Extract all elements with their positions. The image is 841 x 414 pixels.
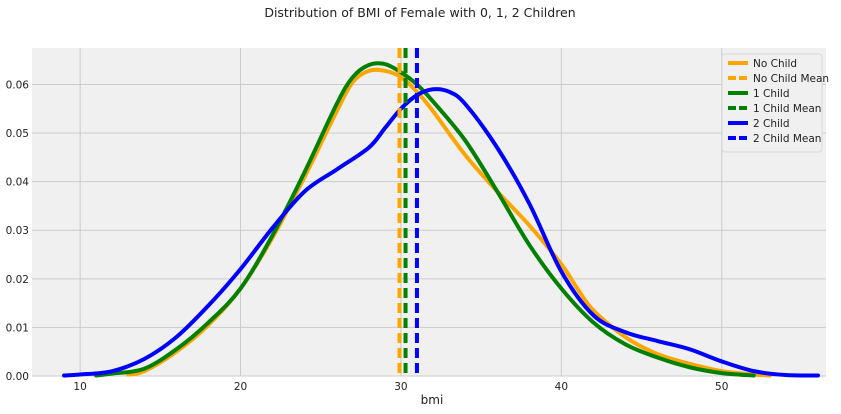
- x-tick-label: 40: [555, 381, 568, 393]
- y-axis-ticks: 0.00 0.01 0.02 0.03 0.04 0.05 0.06: [6, 79, 30, 383]
- legend-label: 1 Child: [753, 88, 790, 100]
- plot-area: [32, 48, 826, 376]
- x-tick-label: 10: [73, 381, 86, 393]
- legend-label: 1 Child Mean: [753, 103, 821, 115]
- y-tick-label: 0.02: [6, 274, 29, 286]
- legend: No Child No Child Mean 1 Child 1 Child Mean…: [721, 53, 829, 153]
- kde-line-2-child: [62, 87, 820, 378]
- y-tick-label: 0.05: [6, 128, 29, 140]
- y-tick-label: 0.00: [6, 371, 29, 383]
- legend-label: 2 Child Mean: [753, 133, 821, 145]
- mean-lines: [397, 48, 419, 376]
- x-tick-label: 30: [394, 381, 407, 393]
- x-axis-ticks: 10 20 30 40 50: [73, 381, 728, 393]
- y-tick-label: 0.04: [6, 177, 30, 189]
- legend-label: No Child Mean: [753, 73, 829, 85]
- chart-title: Distribution of BMI of Female with 0, 1,…: [264, 5, 575, 20]
- y-tick-label: 0.06: [6, 79, 30, 91]
- x-tick-label: 50: [715, 381, 728, 393]
- y-tick-label: 0.03: [6, 225, 29, 237]
- legend-label: 2 Child: [753, 118, 790, 130]
- legend-label: No Child: [753, 58, 797, 70]
- x-tick-label: 20: [234, 381, 247, 393]
- x-axis-label: bmi: [421, 393, 444, 407]
- y-tick-label: 0.01: [6, 322, 29, 334]
